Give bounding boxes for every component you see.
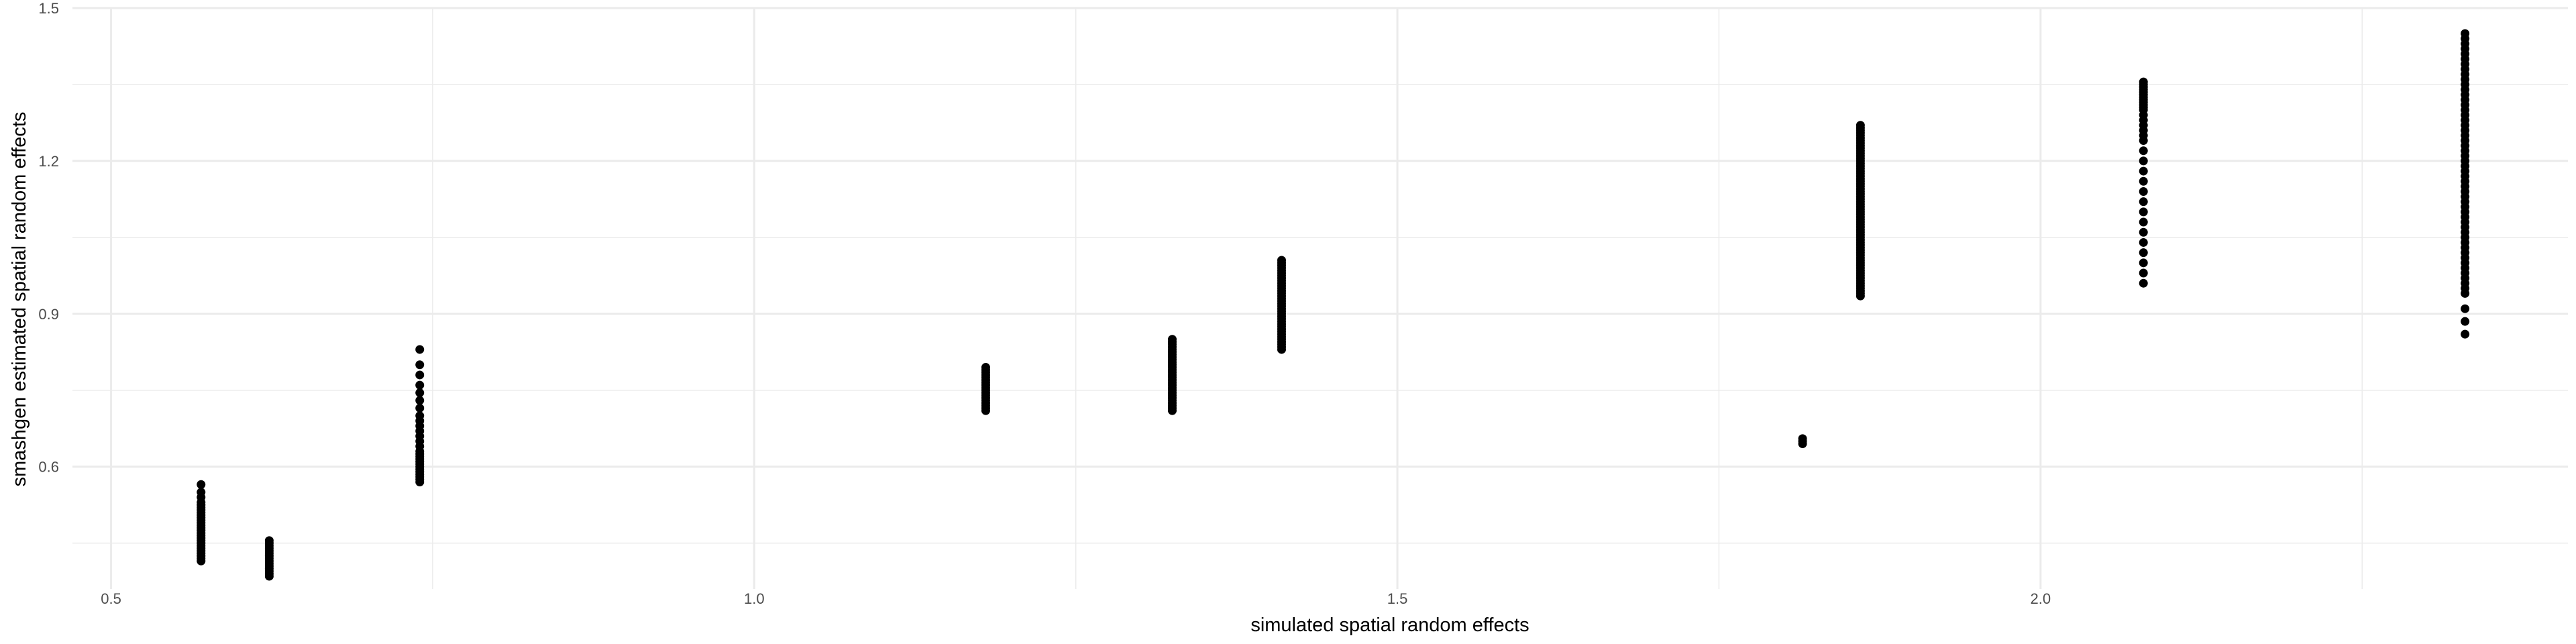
data-point bbox=[2461, 29, 2470, 38]
data-point bbox=[415, 388, 425, 398]
data-point bbox=[1856, 121, 1865, 130]
y-tick-label: 0.9 bbox=[38, 306, 59, 323]
data-point bbox=[2461, 317, 2470, 326]
data-point bbox=[264, 536, 274, 545]
data-point bbox=[415, 403, 425, 413]
data-point bbox=[415, 345, 425, 354]
y-tick-label: 1.5 bbox=[38, 0, 59, 17]
data-point bbox=[415, 370, 425, 380]
data-point bbox=[2139, 207, 2148, 217]
data-point bbox=[1277, 256, 1286, 265]
data-point bbox=[2461, 329, 2470, 339]
x-tick-label: 0.5 bbox=[101, 590, 121, 607]
data-point bbox=[2139, 278, 2148, 288]
data-point bbox=[2139, 248, 2148, 258]
data-point bbox=[1167, 335, 1177, 344]
data-point bbox=[2139, 258, 2148, 268]
y-tick-label: 0.6 bbox=[38, 459, 59, 476]
data-point bbox=[197, 488, 206, 497]
y-tick-label: 1.2 bbox=[38, 153, 59, 170]
x-axis-tick-labels: 0.5 1.0 1.5 2.0 bbox=[101, 590, 2051, 607]
data-point bbox=[2139, 186, 2148, 196]
data-point bbox=[2139, 77, 2148, 87]
data-point bbox=[981, 363, 990, 372]
data-point bbox=[415, 380, 425, 390]
major-gridlines bbox=[72, 7, 2568, 589]
data-point bbox=[2139, 268, 2148, 278]
data-point bbox=[2139, 176, 2148, 186]
data-point bbox=[2139, 156, 2148, 166]
minor-gridlines bbox=[72, 8, 2568, 589]
data-point bbox=[415, 360, 425, 370]
data-point bbox=[2139, 237, 2148, 247]
data-point bbox=[2139, 227, 2148, 237]
data-point bbox=[2139, 217, 2148, 227]
data-points bbox=[197, 29, 2470, 581]
x-tick-label: 2.0 bbox=[2031, 590, 2051, 607]
data-point bbox=[2139, 146, 2148, 156]
data-point bbox=[2139, 197, 2148, 207]
x-axis-title: simulated spatial random effects bbox=[1250, 614, 1529, 636]
x-tick-label: 1.0 bbox=[744, 590, 765, 607]
y-axis-tick-labels: 0.6 0.9 1.2 1.5 bbox=[38, 0, 59, 476]
data-point bbox=[2461, 304, 2470, 313]
data-point bbox=[197, 480, 206, 489]
data-point bbox=[2139, 166, 2148, 176]
data-point bbox=[415, 411, 425, 421]
data-point bbox=[415, 396, 425, 405]
x-tick-label: 1.5 bbox=[1387, 590, 1408, 607]
y-axis-title: smashgen estimated spatial random effect… bbox=[9, 112, 30, 487]
data-point bbox=[1798, 434, 1807, 443]
